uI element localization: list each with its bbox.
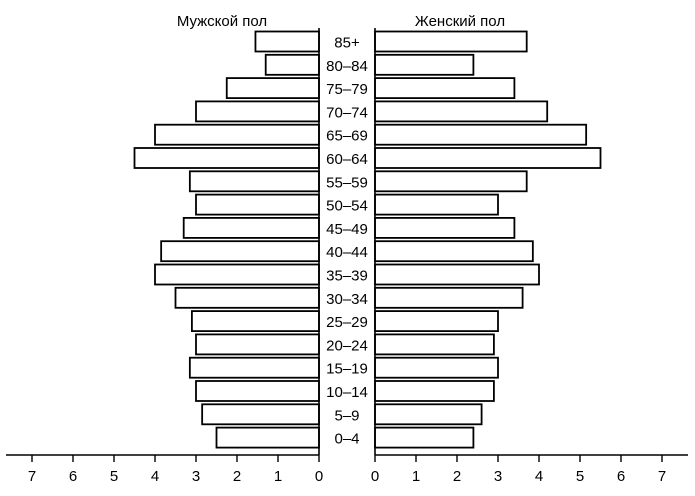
male-bar-60–64 [133,147,320,169]
age-label-70–74: 70–74 [326,104,368,121]
age-label-15–19: 15–19 [326,361,368,378]
female-tick-label-3: 3 [494,468,502,485]
male-bar-50–54 [195,193,320,216]
male-tick-label-0: 0 [315,468,323,485]
female-tick-label-1: 1 [412,468,420,485]
male-tick-label-2: 2 [233,468,241,485]
age-label-50–54: 50–54 [326,198,368,215]
male-bar-5–9 [201,403,320,426]
female-bar-45–49 [374,216,516,239]
female-bar-65–69 [374,123,588,146]
age-label-40–44: 40–44 [326,244,368,261]
age-label-5–9: 5–9 [334,407,359,424]
female-bar-25–29 [374,310,499,333]
age-label-45–49: 45–49 [326,221,368,238]
age-label-75–79: 75–79 [326,81,368,98]
male-tick-label-1: 1 [274,468,282,485]
female-bar-50–54 [374,193,499,216]
female-tick-label-0: 0 [371,468,379,485]
female-bar-55–59 [374,170,528,193]
female-bar-20–24 [374,333,495,356]
x-axes: 0 0 1 1 2 2 3 3 4 4 5 5 6 6 7 7 [6,28,688,485]
male-bar-65–69 [154,123,320,146]
age-label-60–64: 60–64 [326,151,368,168]
age-label-65–69: 65–69 [326,128,368,145]
male-bar-10–14 [195,380,320,402]
female-bar-75–79 [374,77,516,99]
male-bar-35–39 [154,263,320,286]
female-bar-40–44 [374,240,534,263]
age-label-80–84: 80–84 [326,58,368,75]
female-bar-80–84 [374,53,475,76]
female-bar-5–9 [374,403,483,426]
male-tick-label-4: 4 [151,468,159,485]
male-bar-55–59 [188,170,320,193]
female-tick-label-4: 4 [535,468,543,485]
female-side-title: Женский пол [415,13,505,30]
age-label-25–29: 25–29 [326,314,368,331]
female-tick-label-2: 2 [453,468,461,485]
male-bar-45–49 [182,216,320,239]
male-bar-15–19 [188,356,320,379]
female-bar-15–19 [374,356,499,379]
age-label-55–59: 55–59 [326,174,368,191]
male-bar-70–74 [195,100,320,123]
age-group-labels: 85+ 80–84 75–79 70–74 65–69 60–64 55–59 50–54 45… [326,35,368,448]
male-bar-25–29 [190,310,320,333]
female-bar-0–4 [374,426,475,449]
male-bar-0–4 [215,426,320,449]
age-label-30–34: 30–34 [326,291,368,308]
female-tick-label-6: 6 [617,468,625,485]
age-label-20–24: 20–24 [326,337,368,354]
female-bar-35–39 [374,263,540,286]
male-bar-30–34 [174,286,320,309]
age-label-35–39: 35–39 [326,268,368,285]
male-bar-80–84 [264,53,320,76]
male-side-title: Мужской пол [177,13,267,30]
female-tick-label-5: 5 [576,468,584,485]
female-bar-10–14 [374,380,495,402]
female-bar-30–34 [374,286,524,309]
male-bars [133,30,320,449]
male-tick-label-5: 5 [110,468,118,485]
male-bar-20–24 [195,333,320,356]
female-bar-60–64 [374,147,602,169]
age-label-0–4: 0–4 [334,431,359,448]
female-bar-70–74 [374,100,549,123]
male-bar-85+ [254,30,320,53]
age-label-85+: 85+ [334,35,360,52]
female-bar-85+ [374,30,528,53]
male-tick-label-6: 6 [69,468,77,485]
male-bar-75–79 [225,77,320,99]
male-tick-label-7: 7 [28,468,36,485]
male-tick-label-3: 3 [192,468,200,485]
female-tick-label-7: 7 [658,468,666,485]
age-label-10–14: 10–14 [326,384,368,401]
male-bar-40–44 [160,240,320,263]
female-bars [374,30,602,449]
